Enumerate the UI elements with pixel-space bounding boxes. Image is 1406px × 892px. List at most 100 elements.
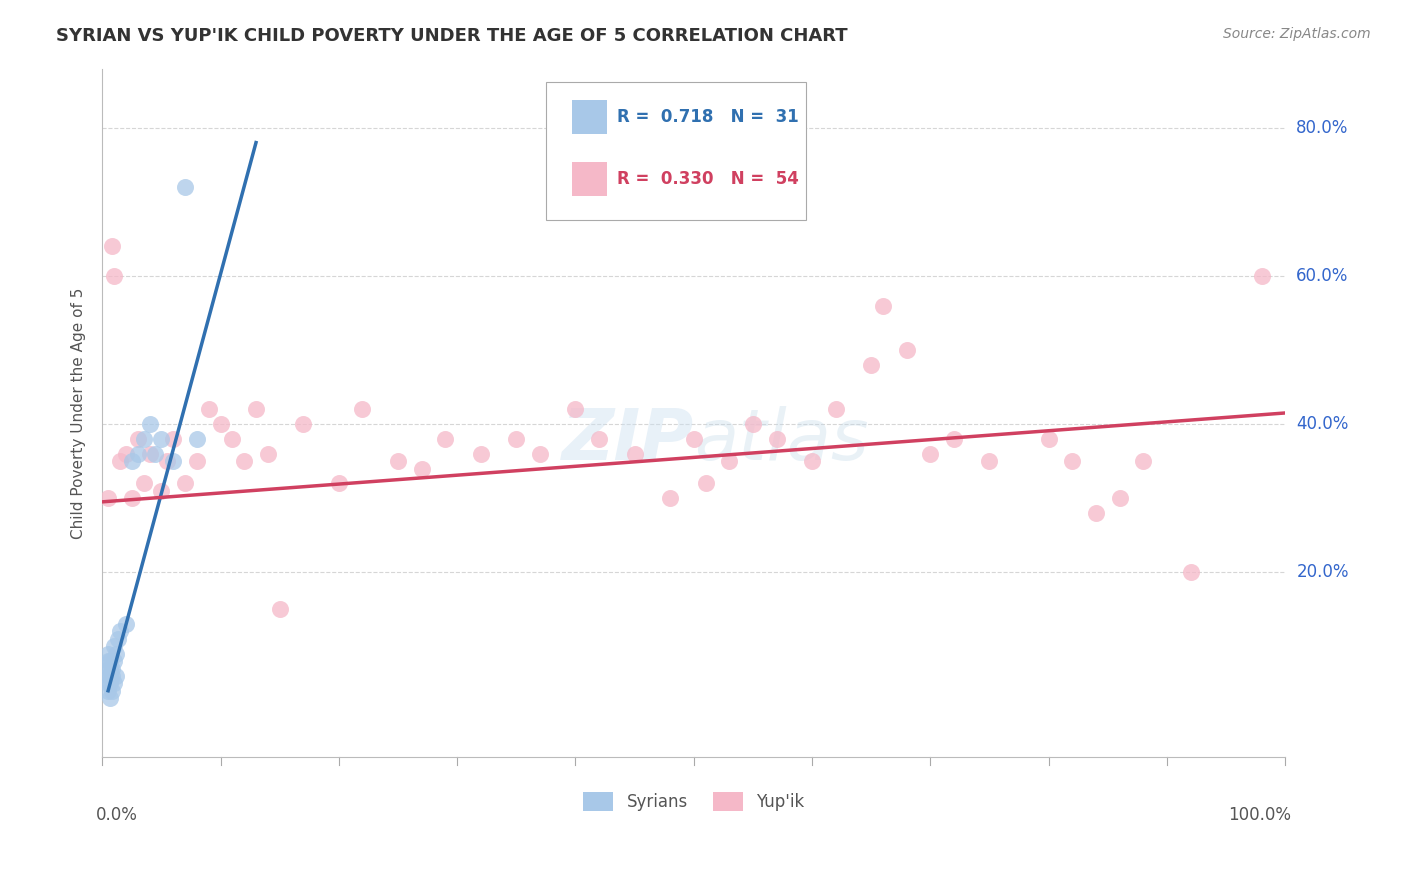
Point <box>132 432 155 446</box>
Text: SYRIAN VS YUP'IK CHILD POVERTY UNDER THE AGE OF 5 CORRELATION CHART: SYRIAN VS YUP'IK CHILD POVERTY UNDER THE… <box>56 27 848 45</box>
Point <box>100 683 122 698</box>
Point <box>269 602 291 616</box>
Point <box>174 180 197 194</box>
Point <box>352 402 374 417</box>
Point <box>150 432 173 446</box>
Point <box>108 454 131 468</box>
Point <box>872 299 894 313</box>
Point <box>115 617 138 632</box>
Point <box>100 661 122 675</box>
Point <box>97 683 120 698</box>
Point <box>103 640 125 654</box>
Point <box>801 454 824 468</box>
Point <box>1038 432 1060 446</box>
Point <box>103 268 125 283</box>
Point <box>942 432 965 446</box>
Point <box>115 447 138 461</box>
Text: atlas: atlas <box>693 406 869 475</box>
Point <box>860 358 883 372</box>
Point <box>695 476 717 491</box>
Point <box>138 447 160 461</box>
Point <box>682 432 704 446</box>
Point <box>145 447 167 461</box>
Point <box>505 432 527 446</box>
Point <box>979 454 1001 468</box>
Point <box>1084 506 1107 520</box>
Point <box>103 654 125 668</box>
Point <box>127 447 149 461</box>
Point <box>411 461 433 475</box>
Point <box>1062 454 1084 468</box>
Point <box>156 454 179 468</box>
Point <box>107 632 129 646</box>
Point <box>328 476 350 491</box>
Point <box>1250 268 1272 283</box>
Point <box>233 454 256 468</box>
Point <box>718 454 741 468</box>
Point <box>132 476 155 491</box>
Point <box>138 417 160 431</box>
Legend: Syrians, Yup'ik: Syrians, Yup'ik <box>576 785 811 818</box>
Point <box>97 647 120 661</box>
Point <box>100 239 122 253</box>
Point <box>162 432 184 446</box>
Point <box>127 432 149 446</box>
Point <box>100 669 122 683</box>
Point <box>97 491 120 505</box>
Text: ZIP: ZIP <box>561 406 693 475</box>
Point <box>186 454 208 468</box>
Point <box>162 454 184 468</box>
Point <box>100 676 122 690</box>
Point <box>387 454 409 468</box>
Point <box>1180 566 1202 580</box>
Point <box>100 661 122 675</box>
Point <box>121 491 143 505</box>
Text: 0.0%: 0.0% <box>96 805 138 823</box>
Point <box>765 432 787 446</box>
Point <box>1132 454 1154 468</box>
Point <box>100 669 122 683</box>
Text: R =  0.330   N =  54: R = 0.330 N = 54 <box>617 169 799 187</box>
Point <box>1108 491 1130 505</box>
Point <box>470 447 492 461</box>
Y-axis label: Child Poverty Under the Age of 5: Child Poverty Under the Age of 5 <box>72 287 86 539</box>
Point <box>105 647 128 661</box>
Point <box>174 476 197 491</box>
Point <box>97 661 120 675</box>
Point <box>209 417 232 431</box>
Text: 40.0%: 40.0% <box>1296 415 1348 434</box>
Text: R =  0.718   N =  31: R = 0.718 N = 31 <box>617 108 799 126</box>
Point <box>292 417 315 431</box>
FancyBboxPatch shape <box>546 82 806 220</box>
Point <box>186 432 208 446</box>
Point <box>100 654 122 668</box>
Point <box>529 447 551 461</box>
Point <box>564 402 586 417</box>
Point <box>150 483 173 498</box>
Point <box>256 447 278 461</box>
Text: 80.0%: 80.0% <box>1296 119 1348 136</box>
Point <box>108 624 131 639</box>
Point <box>121 454 143 468</box>
Text: 60.0%: 60.0% <box>1296 267 1348 285</box>
Point <box>896 343 918 357</box>
Point <box>245 402 267 417</box>
Point <box>920 447 942 461</box>
Point <box>97 654 120 668</box>
Point <box>741 417 763 431</box>
Point <box>659 491 682 505</box>
Text: 100.0%: 100.0% <box>1227 805 1291 823</box>
Point <box>105 669 128 683</box>
Point <box>221 432 243 446</box>
Point <box>824 402 846 417</box>
Point <box>100 691 122 706</box>
Point <box>434 432 457 446</box>
Bar <box>572 161 607 196</box>
Text: Source: ZipAtlas.com: Source: ZipAtlas.com <box>1223 27 1371 41</box>
Text: 20.0%: 20.0% <box>1296 563 1348 582</box>
Point <box>97 676 120 690</box>
Point <box>588 432 610 446</box>
Point <box>623 447 645 461</box>
Bar <box>572 100 607 134</box>
Point <box>103 676 125 690</box>
